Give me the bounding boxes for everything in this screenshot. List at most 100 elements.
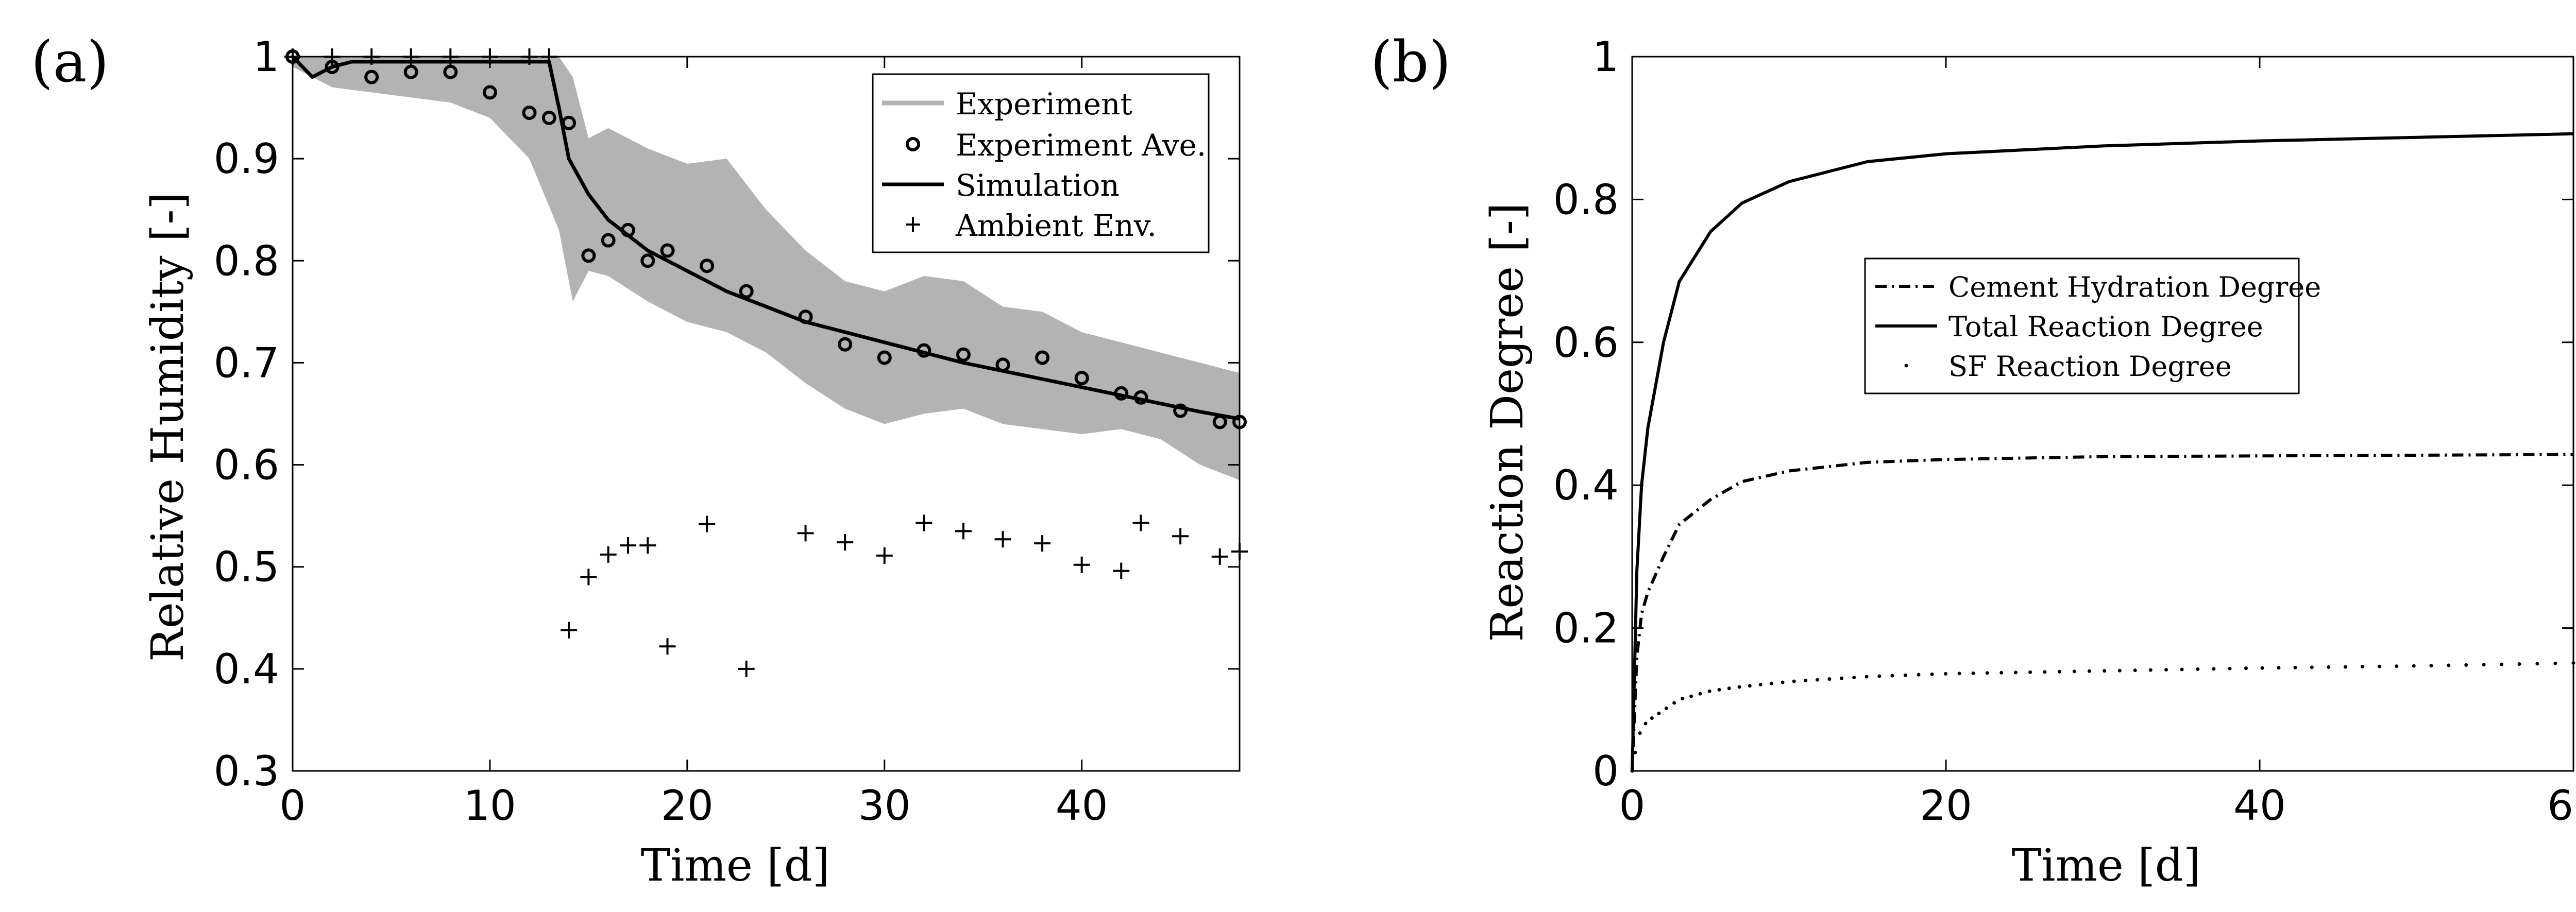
legend-sf-swatch bbox=[1904, 364, 1908, 368]
ambient-env-point bbox=[1073, 556, 1090, 573]
panel-a-y-tick-label: 0.5 bbox=[214, 543, 279, 591]
panel-a-axes-box bbox=[292, 56, 1241, 772]
sf-reaction-point bbox=[2117, 668, 2122, 673]
panel-b-legend-box bbox=[1864, 257, 2300, 394]
panel-b-legend: Cement Hydration Degree Total Reaction D… bbox=[1864, 257, 2321, 394]
sf-reaction-point bbox=[1748, 684, 1752, 688]
ambient-env-point bbox=[1113, 562, 1130, 579]
panel-a-y-tick-label: 0.4 bbox=[214, 645, 279, 693]
panel-b-y-tick-label: 0.4 bbox=[1553, 461, 1619, 509]
panel-b-y-tick-label: 0.8 bbox=[1553, 176, 1619, 223]
ambient-env-point bbox=[1132, 514, 1149, 531]
legend-experiment-ave-label: Experiment Ave. bbox=[956, 128, 1206, 163]
sf-reaction-point bbox=[1650, 716, 1654, 720]
experiment-band bbox=[293, 57, 1240, 480]
sf-reaction-point bbox=[1638, 731, 1642, 735]
sf-reaction-point bbox=[1816, 678, 1820, 682]
experiment-ave-point bbox=[798, 309, 813, 324]
sf-reaction-point bbox=[1727, 686, 1731, 691]
legend-experiment-ave-swatch bbox=[906, 137, 920, 151]
sf-reaction-point bbox=[2535, 662, 2539, 666]
sf-reaction-point bbox=[1999, 670, 2004, 675]
sf-reaction-point bbox=[2043, 670, 2047, 674]
sf-reaction-point bbox=[1903, 673, 1907, 677]
sf-reaction-point bbox=[2293, 665, 2297, 669]
total-reaction-line bbox=[1631, 132, 2574, 771]
experiment-ave-point bbox=[1212, 415, 1227, 429]
panel-a-x-tick-label: 40 bbox=[1056, 782, 1108, 830]
panel-a-x-tick-label: 0 bbox=[280, 782, 306, 830]
panel-b-x-tick-label: 40 bbox=[2233, 782, 2286, 830]
sf-reaction-point bbox=[1657, 711, 1661, 715]
experiment-ave-point bbox=[660, 243, 675, 258]
sf-reaction-point bbox=[2377, 664, 2381, 668]
panel-a-y-axis-label: Relative Humidity [-] bbox=[142, 192, 194, 662]
experiment-ave-point bbox=[620, 222, 635, 237]
ambient-env-point bbox=[699, 515, 716, 532]
experiment-ave-point bbox=[877, 350, 892, 365]
panel-b-y-tick-label: 1 bbox=[1592, 33, 1619, 81]
sf-reaction-point bbox=[1985, 671, 1989, 675]
ambient-env-point bbox=[1172, 528, 1189, 545]
legend-total-label: Total Reaction Degree bbox=[1948, 311, 2263, 343]
experiment-ave-point bbox=[541, 110, 556, 125]
sf-reaction-point bbox=[1643, 721, 1648, 726]
ambient-env-point bbox=[659, 638, 676, 655]
sf-reaction-point bbox=[2180, 667, 2184, 672]
panel-a-x-tick-label: 10 bbox=[464, 782, 516, 830]
panel-a-y-tick-label: 1 bbox=[253, 33, 279, 81]
panel-a-chart: (a) 0 10 20 30 40 0.3 0.4 0.5 0.6 0.7 0.8 0.9 1 Time… bbox=[31, 29, 1248, 891]
ambient-env-point bbox=[837, 534, 854, 551]
experiment-band-layer bbox=[293, 57, 1240, 480]
panel-b-x-tick-label: 20 bbox=[1920, 782, 1972, 830]
sf-reaction-point bbox=[1781, 680, 1785, 684]
sf-reaction-point bbox=[1943, 672, 1947, 676]
ambient-env-point bbox=[561, 622, 578, 639]
experiment-ave-point bbox=[443, 64, 458, 79]
experiment-ave-point bbox=[838, 337, 853, 352]
sf-reaction-point bbox=[1877, 674, 1882, 678]
sf-reaction-point bbox=[2133, 668, 2137, 673]
ambient-env-point bbox=[738, 660, 755, 677]
panel-a-x-tick-label: 20 bbox=[661, 782, 714, 830]
sf-reaction-point bbox=[1792, 679, 1796, 683]
sf-reaction-point bbox=[1707, 689, 1711, 693]
sf-reaction-point bbox=[2310, 665, 2314, 669]
experiment-ave-point bbox=[1173, 403, 1188, 418]
ambient-env-point bbox=[994, 531, 1011, 548]
ambient-env-point bbox=[876, 547, 893, 564]
sf-reaction-point bbox=[1827, 677, 1832, 681]
sf-reaction-point bbox=[2057, 669, 2061, 674]
panel-a-y-tick-label: 0.3 bbox=[214, 747, 279, 795]
sf-reaction-point bbox=[1890, 674, 1894, 678]
panel-a-series-layer bbox=[284, 48, 1248, 677]
panel-a-axes: 0 10 20 30 40 0.3 0.4 0.5 0.6 0.7 0.8 0.9 1 bbox=[214, 33, 1241, 830]
sf-reaction-point bbox=[1971, 671, 1975, 675]
sf-reaction-point bbox=[2028, 670, 2032, 674]
sf-reaction-point bbox=[2447, 663, 2451, 667]
sf-reaction-point bbox=[1681, 697, 1685, 701]
sf-reaction-point bbox=[2327, 665, 2331, 669]
panel-a-legend: Experiment Experiment Ave. Simulation Am… bbox=[872, 73, 1210, 253]
sf-reaction-point bbox=[1769, 681, 1773, 685]
sf-reaction-point bbox=[1698, 692, 1702, 696]
sf-reaction-point bbox=[2212, 667, 2216, 671]
panel-b-x-axis-label: Time [d] bbox=[2012, 840, 2201, 891]
panel-a-y-tick-label: 0.7 bbox=[214, 339, 279, 387]
sf-reaction-point bbox=[2412, 664, 2416, 668]
panel-a-y-tick-label: 0.9 bbox=[214, 135, 279, 183]
sf-reaction-point bbox=[2260, 666, 2264, 670]
panel-b-y-axis-label: Reaction Degree [-] bbox=[1482, 203, 1533, 642]
sf-reaction-point bbox=[2148, 668, 2153, 672]
experiment-ave-point bbox=[1114, 386, 1129, 401]
sf-reaction-point bbox=[2499, 662, 2503, 666]
sf-reaction-point bbox=[1717, 687, 1721, 692]
experiment-ave-point bbox=[403, 64, 418, 79]
panel-b-y-tick-label: 0 bbox=[1592, 747, 1619, 795]
experiment-ave-point bbox=[482, 85, 497, 100]
sf-reaction-point bbox=[1865, 675, 1869, 679]
sf-reaction-point bbox=[2164, 668, 2168, 672]
sf-reaction-point bbox=[2087, 669, 2091, 673]
